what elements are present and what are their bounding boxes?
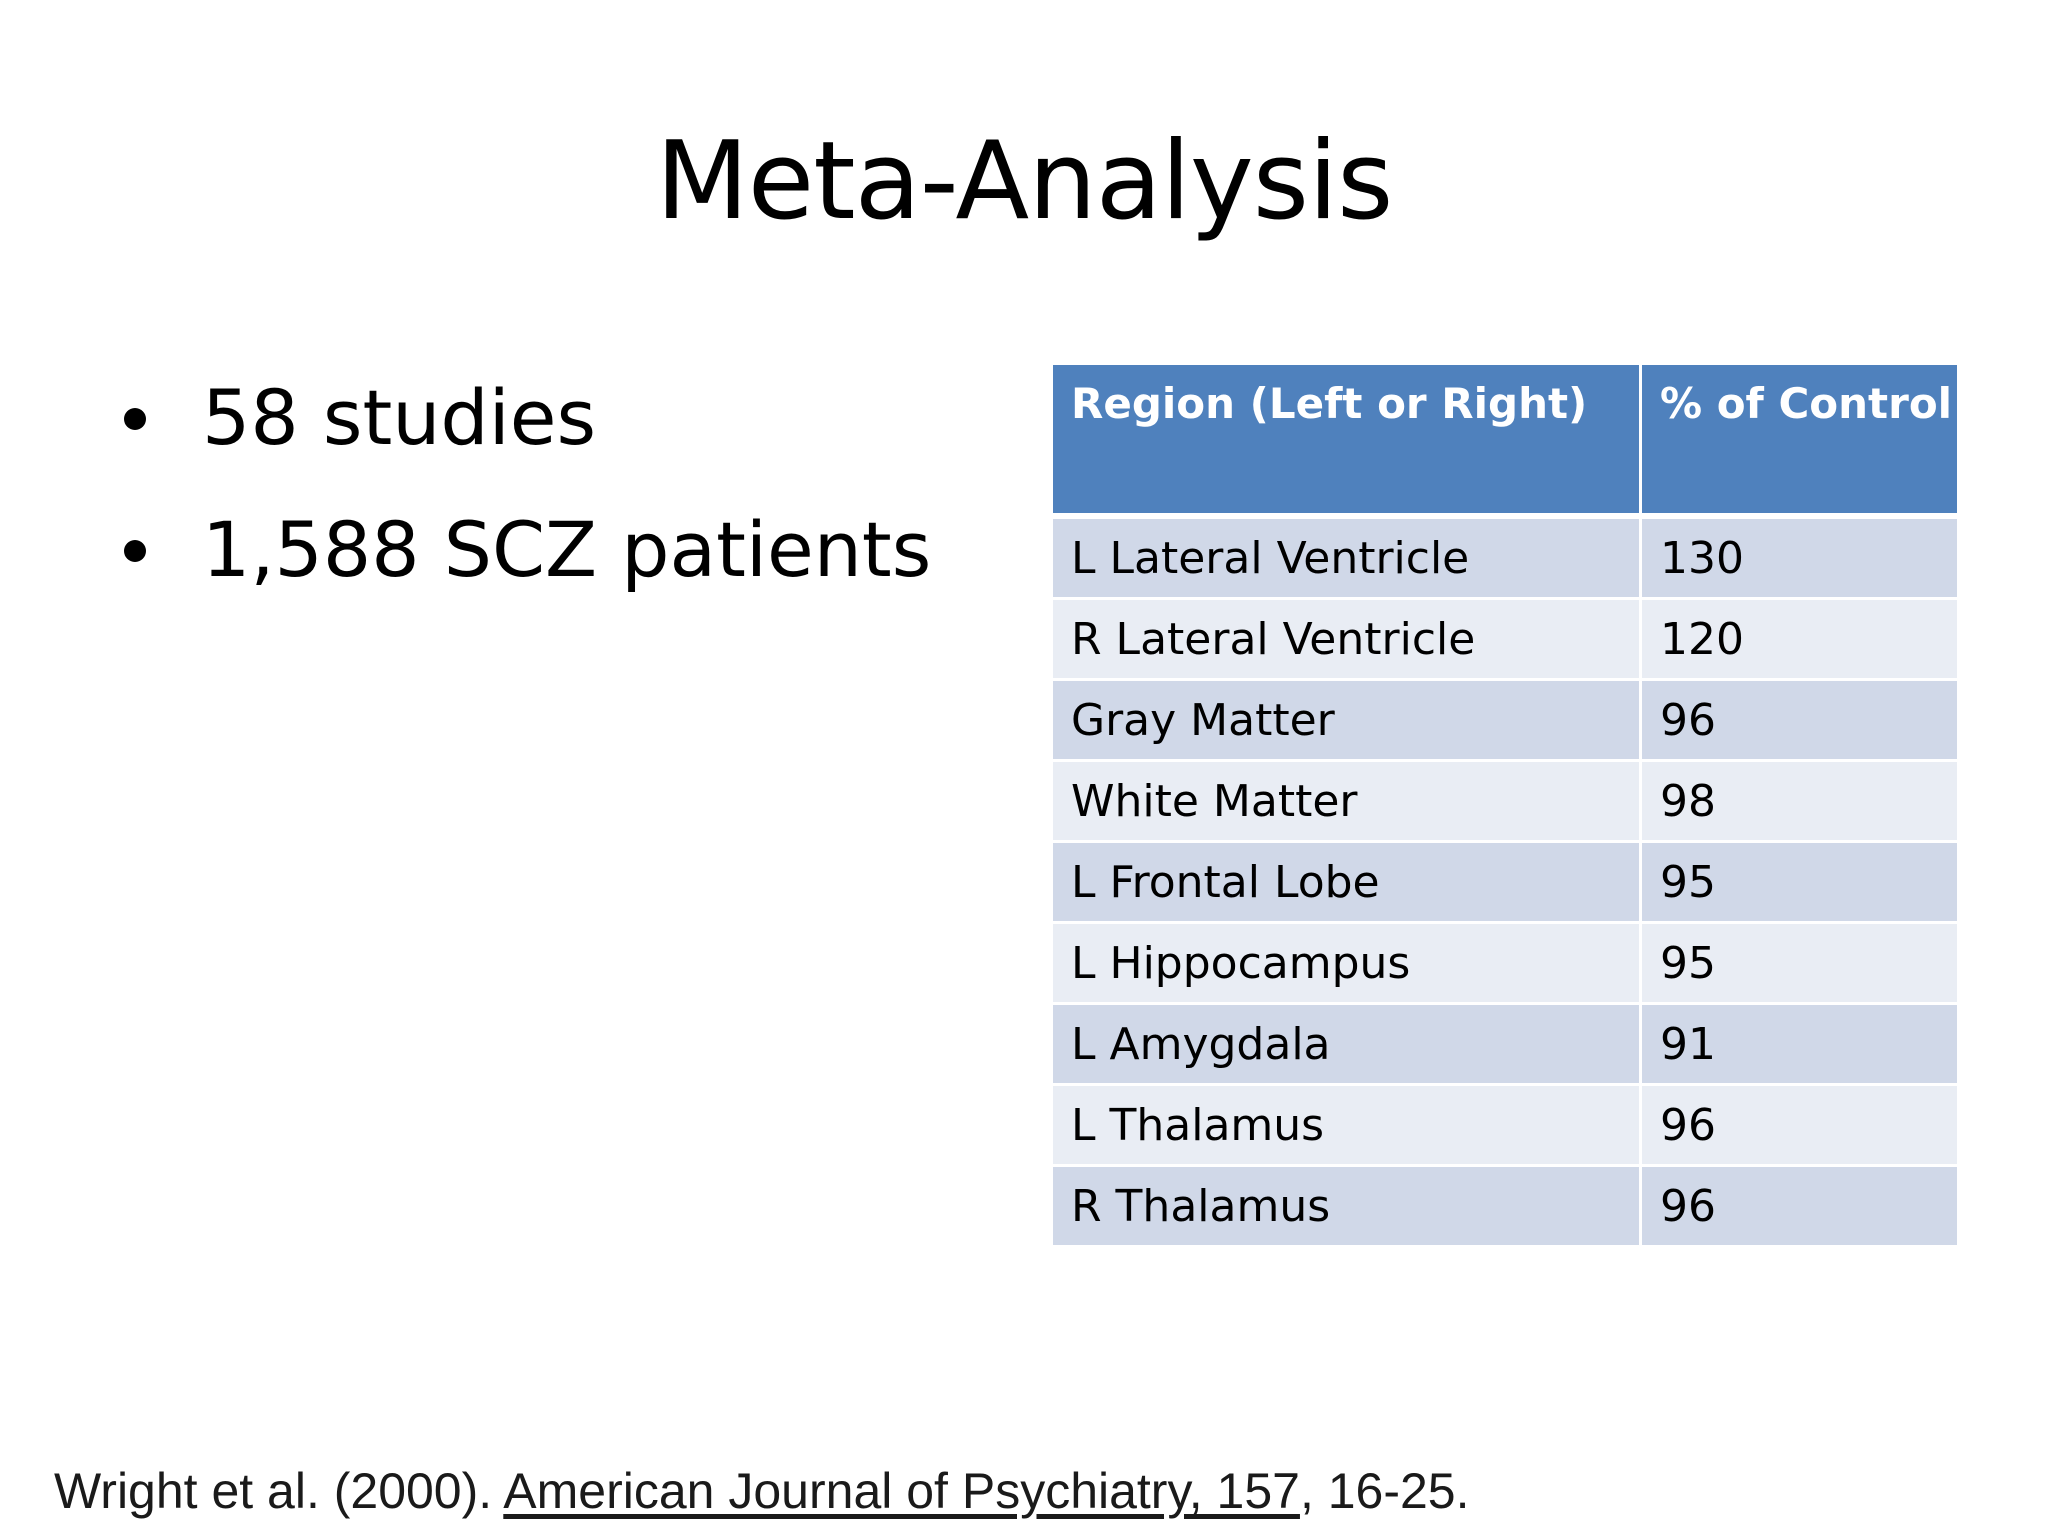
value-cell: 95 <box>1639 921 1960 1005</box>
region-cell: R Thalamus <box>1050 1164 1642 1248</box>
table-row: L Frontal Lobe 95 <box>1050 840 1960 924</box>
results-table: Region (Left or Right) % of Control L La… <box>1050 362 1960 1248</box>
value-cell: 96 <box>1639 1164 1960 1248</box>
table-row: R Thalamus 96 <box>1050 1164 1960 1248</box>
region-cell: White Matter <box>1050 759 1642 843</box>
table-row: Gray Matter 96 <box>1050 678 1960 762</box>
table-row: White Matter 98 <box>1050 759 1960 843</box>
bullet-text: 1,588 SCZ patients <box>202 505 932 594</box>
value-cell: 98 <box>1639 759 1960 843</box>
table-row: L Amygdala 91 <box>1050 1002 1960 1086</box>
table-row: L Hippocampus 95 <box>1050 921 1960 1005</box>
citation-authors: Wright et al. (2000). <box>54 1463 504 1519</box>
region-cell: L Hippocampus <box>1050 921 1642 1005</box>
value-cell: 95 <box>1639 840 1960 924</box>
bullet-list: 58 studies 1,588 SCZ patients <box>120 380 931 644</box>
table-row: L Lateral Ventricle 130 <box>1050 514 1960 600</box>
citation-journal-link[interactable]: American Journal of Psychiatry, 157 <box>503 1463 1300 1519</box>
bullet-dot-icon <box>124 408 146 430</box>
value-cell: 91 <box>1639 1002 1960 1086</box>
table-row: L Thalamus 96 <box>1050 1083 1960 1167</box>
table-row: R Lateral Ventricle 120 <box>1050 597 1960 681</box>
value-cell: 96 <box>1639 678 1960 762</box>
value-cell: 120 <box>1639 597 1960 681</box>
header-percent-control: % of Control <box>1639 362 1960 519</box>
bullet-item: 58 studies <box>120 380 931 512</box>
bullet-text: 58 studies <box>202 373 597 462</box>
region-cell: R Lateral Ventricle <box>1050 597 1642 681</box>
table-header-row: Region (Left or Right) % of Control <box>1050 362 1960 519</box>
citation-pages: , 16-25. <box>1299 1463 1470 1519</box>
region-cell: L Frontal Lobe <box>1050 840 1642 924</box>
slide-title: Meta-Analysis <box>655 119 1394 244</box>
value-cell: 130 <box>1639 514 1960 600</box>
region-cell: L Amygdala <box>1050 1002 1642 1086</box>
region-cell: L Lateral Ventricle <box>1050 514 1642 600</box>
region-cell: Gray Matter <box>1050 678 1642 762</box>
bullet-dot-icon <box>124 540 146 562</box>
region-cell: L Thalamus <box>1050 1083 1642 1167</box>
bullet-item: 1,588 SCZ patients <box>120 512 931 644</box>
citation: Wright et al. (2000). American Journal o… <box>54 1466 1470 1516</box>
header-region: Region (Left or Right) <box>1050 362 1642 519</box>
value-cell: 96 <box>1639 1083 1960 1167</box>
